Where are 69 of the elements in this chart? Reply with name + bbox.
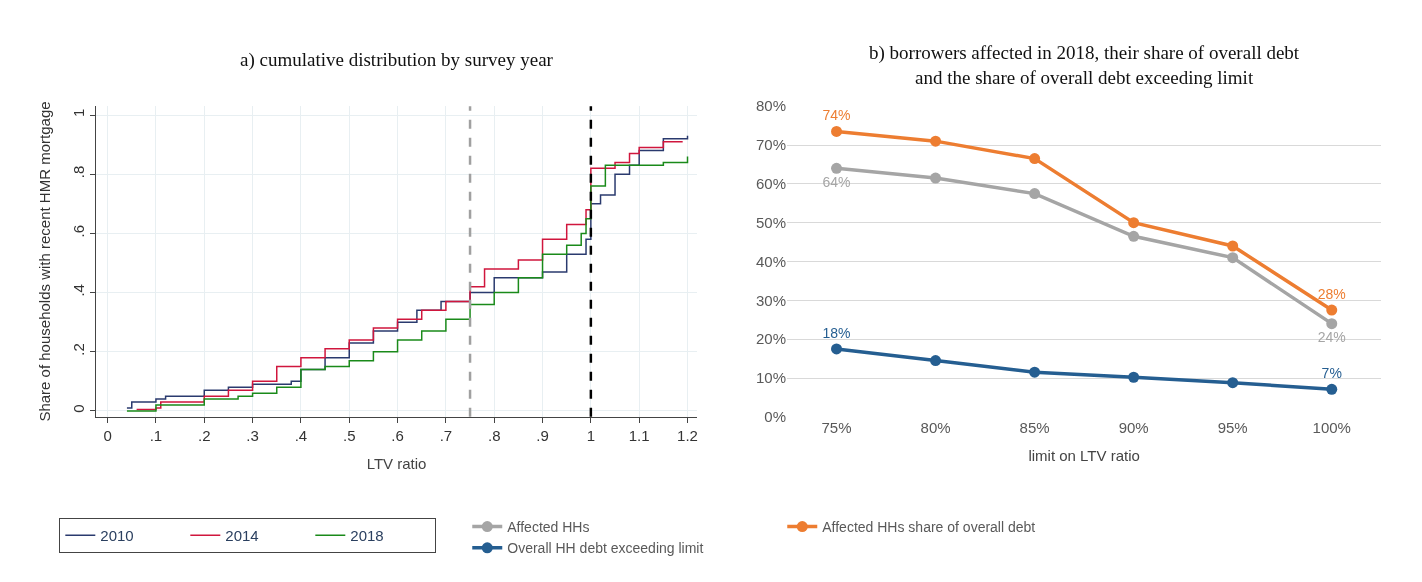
y-tick-label: 50% xyxy=(755,213,787,231)
y-tick-label: .4 xyxy=(70,284,88,297)
point xyxy=(1029,188,1041,200)
x-tick-label: .7 xyxy=(439,426,453,444)
legend-label: 2010 xyxy=(100,527,134,545)
y-tick-label: .8 xyxy=(70,165,88,179)
point xyxy=(930,355,942,367)
x-tick-label: 90% xyxy=(1118,418,1149,436)
y-tick-label: 30% xyxy=(755,291,787,309)
y-tick-label: 40% xyxy=(755,252,787,270)
point xyxy=(1227,252,1239,264)
x-axis-title: limit on LTV ratio xyxy=(1028,446,1140,464)
point xyxy=(1326,383,1338,395)
chart-title: a) cumulative distribution by survey year xyxy=(240,49,554,71)
y-tick-label: 70% xyxy=(755,136,787,154)
x-tick-label: .2 xyxy=(198,426,211,444)
legend-label: Affected HHs xyxy=(507,519,590,536)
x-tick-label: 80% xyxy=(920,418,951,436)
chart-title: b) borrowers affected in 2018, their share of overall debt and the share of overall debt exceeding limit xyxy=(869,42,1300,88)
x-axis-title: LTV ratio xyxy=(366,454,427,472)
point xyxy=(1128,230,1140,242)
legend-label: Overall HH debt exceeding limit xyxy=(507,540,704,557)
point xyxy=(831,162,843,174)
x-tick-label: .1 xyxy=(149,426,163,444)
x-tick-label: 1.1 xyxy=(628,426,650,444)
x-tick-label: .5 xyxy=(342,426,356,444)
x-tick-label: 1 xyxy=(586,426,596,444)
point xyxy=(1128,371,1140,383)
data-label: 7% xyxy=(1321,364,1342,381)
point xyxy=(1029,153,1041,165)
y-tick-label: .6 xyxy=(70,224,88,238)
x-tick-label: 75% xyxy=(821,418,852,436)
data-label: 18% xyxy=(822,324,851,341)
x-tick-label: 1.2 xyxy=(677,426,698,444)
point xyxy=(831,343,843,355)
x-tick-label: 95% xyxy=(1217,418,1248,436)
y-tick-label: 80% xyxy=(755,97,787,115)
point xyxy=(1128,217,1140,229)
x-tick-label: .8 xyxy=(487,426,501,444)
legend-label: 2014 xyxy=(225,527,259,545)
y-tick-label: 60% xyxy=(755,175,787,193)
point xyxy=(1029,366,1041,378)
y-tick-label: 1 xyxy=(70,108,88,117)
data-label: 64% xyxy=(822,173,851,190)
data-label: 74% xyxy=(822,107,851,124)
point xyxy=(930,135,942,147)
y-tick-label: .2 xyxy=(70,343,88,356)
x-tick-label: 85% xyxy=(1019,418,1050,436)
x-tick-label: .9 xyxy=(536,426,549,444)
point xyxy=(1227,240,1239,252)
x-tick-label: .3 xyxy=(246,426,259,444)
x-tick-label: .6 xyxy=(391,426,404,444)
data-label: 24% xyxy=(1317,329,1346,346)
point xyxy=(831,125,843,137)
x-tick-label: .4 xyxy=(294,426,308,444)
y-tick-label: 20% xyxy=(755,330,787,348)
x-tick-label: 100% xyxy=(1312,418,1351,436)
point xyxy=(1326,304,1338,316)
y-tick-label: 10% xyxy=(755,369,787,387)
y-tick-label: 0 xyxy=(70,404,88,413)
y-axis-title: Share of households with recent HMR mortgage xyxy=(36,101,54,422)
point xyxy=(930,172,942,184)
point xyxy=(1326,318,1338,330)
data-label: 28% xyxy=(1317,285,1346,302)
y-tick-label: 0% xyxy=(764,408,787,426)
legend-label: Affected HHs share of overall debt xyxy=(822,519,1036,536)
legend-label: 2018 xyxy=(350,527,384,545)
x-tick-label: 0 xyxy=(103,426,112,444)
point xyxy=(1227,377,1239,389)
